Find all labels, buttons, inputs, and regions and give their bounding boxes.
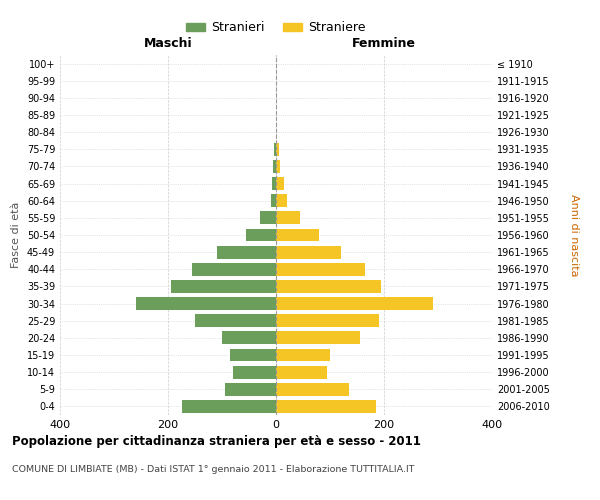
- Bar: [195, 314, 276, 327]
- Legend: Stranieri, Straniere: Stranieri, Straniere: [181, 16, 371, 40]
- Y-axis label: Fasce di età: Fasce di età: [11, 202, 21, 268]
- Bar: [276, 212, 301, 224]
- Text: Maschi: Maschi: [143, 37, 193, 50]
- Bar: [272, 177, 276, 190]
- Bar: [276, 383, 349, 396]
- Bar: [230, 348, 276, 362]
- Text: Popolazione per cittadinanza straniera per età e sesso - 2011: Popolazione per cittadinanza straniera p…: [12, 435, 421, 448]
- Bar: [171, 280, 276, 293]
- Bar: [276, 366, 328, 378]
- Bar: [247, 228, 276, 241]
- Bar: [271, 194, 276, 207]
- Bar: [276, 263, 365, 276]
- Bar: [222, 332, 276, 344]
- Bar: [276, 400, 376, 413]
- Bar: [276, 297, 433, 310]
- Bar: [276, 177, 284, 190]
- Bar: [193, 263, 276, 276]
- Bar: [276, 314, 379, 327]
- Bar: [276, 246, 341, 258]
- Bar: [276, 194, 287, 207]
- Text: Femmine: Femmine: [352, 37, 416, 50]
- Bar: [276, 228, 319, 241]
- Bar: [276, 332, 360, 344]
- Bar: [260, 212, 276, 224]
- Bar: [276, 280, 382, 293]
- Bar: [276, 143, 278, 156]
- Bar: [225, 383, 276, 396]
- Bar: [276, 160, 280, 173]
- Bar: [274, 160, 276, 173]
- Bar: [136, 297, 276, 310]
- Bar: [274, 143, 276, 156]
- Bar: [276, 348, 330, 362]
- Y-axis label: Anni di nascita: Anni di nascita: [569, 194, 579, 276]
- Bar: [182, 400, 276, 413]
- Text: COMUNE DI LIMBIATE (MB) - Dati ISTAT 1° gennaio 2011 - Elaborazione TUTTITALIA.I: COMUNE DI LIMBIATE (MB) - Dati ISTAT 1° …: [12, 465, 415, 474]
- Bar: [233, 366, 276, 378]
- Bar: [217, 246, 276, 258]
